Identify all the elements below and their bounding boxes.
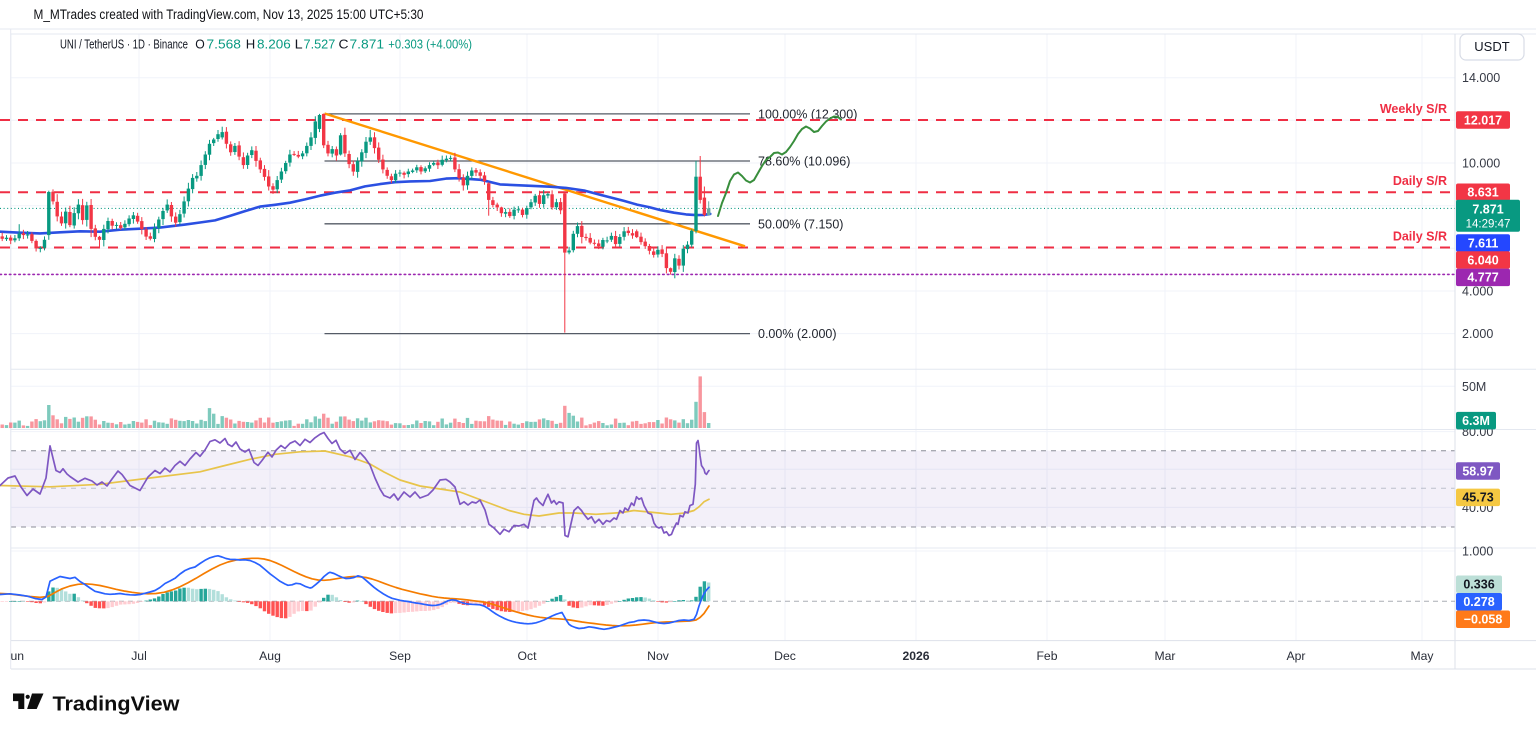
svg-text:C: C (339, 37, 349, 52)
svg-text:TradingView: TradingView (53, 693, 180, 716)
svg-text:6.3M: 6.3M (1462, 414, 1490, 428)
svg-text:50M: 50M (1462, 380, 1486, 394)
svg-text:Weekly S/R: Weekly S/R (1380, 102, 1447, 116)
svg-text:May: May (1410, 649, 1434, 663)
svg-text:H: H (246, 37, 256, 52)
svg-text:14:29:47: 14:29:47 (1466, 218, 1511, 230)
svg-text:7.568: 7.568 (207, 37, 241, 52)
svg-text:6.040: 6.040 (1467, 253, 1498, 267)
svg-text:2026: 2026 (902, 649, 929, 663)
svg-text:78.60% (10.096): 78.60% (10.096) (758, 155, 850, 169)
svg-text:8.206: 8.206 (257, 37, 291, 52)
svg-text:Apr: Apr (1287, 649, 1306, 663)
svg-text:0.278: 0.278 (1463, 595, 1494, 609)
svg-text:0.336: 0.336 (1463, 578, 1494, 592)
svg-text:12.017: 12.017 (1464, 113, 1502, 127)
svg-text:UNI / TetherUS · 1D · Binance: UNI / TetherUS · 1D · Binance (60, 37, 188, 52)
svg-text:L: L (295, 37, 303, 52)
svg-text:Aug: Aug (259, 649, 281, 663)
svg-text:−0.058: −0.058 (1464, 613, 1503, 627)
svg-text:7.611: 7.611 (1468, 236, 1499, 250)
svg-text:M_MTrades created with Trading: M_MTrades created with TradingView.com, … (34, 7, 424, 23)
svg-text:45.73: 45.73 (1462, 491, 1493, 505)
svg-text:O: O (195, 37, 205, 52)
svg-text:100.00% (12.300): 100.00% (12.300) (758, 107, 857, 121)
svg-text:Mar: Mar (1155, 649, 1176, 663)
svg-text:14.000: 14.000 (1462, 71, 1500, 85)
svg-text:Nov: Nov (647, 649, 670, 663)
svg-text:Jul: Jul (131, 649, 147, 663)
svg-text:58.97: 58.97 (1462, 464, 1493, 478)
svg-text:7.871: 7.871 (1472, 202, 1503, 216)
svg-text:un: un (11, 649, 25, 663)
svg-text:Dec: Dec (774, 649, 796, 663)
svg-text:+0.303 (+4.00%): +0.303 (+4.00%) (388, 37, 472, 52)
svg-text:Oct: Oct (518, 649, 538, 663)
svg-text:Daily S/R: Daily S/R (1393, 230, 1447, 244)
svg-text:50.00% (7.150): 50.00% (7.150) (758, 217, 843, 231)
svg-text:7.527: 7.527 (304, 37, 336, 52)
svg-text:8.631: 8.631 (1467, 186, 1498, 200)
svg-text:Daily S/R: Daily S/R (1393, 174, 1447, 188)
svg-text:Feb: Feb (1036, 649, 1057, 663)
svg-text:USDT: USDT (1474, 39, 1509, 54)
svg-text:1.000: 1.000 (1462, 545, 1493, 559)
svg-text:7.871: 7.871 (350, 37, 385, 52)
svg-text:2.000: 2.000 (1462, 327, 1493, 341)
svg-text:10.000: 10.000 (1462, 157, 1500, 171)
svg-text:4.000: 4.000 (1462, 285, 1493, 299)
svg-text:4.777: 4.777 (1467, 271, 1498, 285)
svg-text:0.00% (2.000): 0.00% (2.000) (758, 327, 837, 341)
svg-text:Sep: Sep (389, 649, 411, 663)
